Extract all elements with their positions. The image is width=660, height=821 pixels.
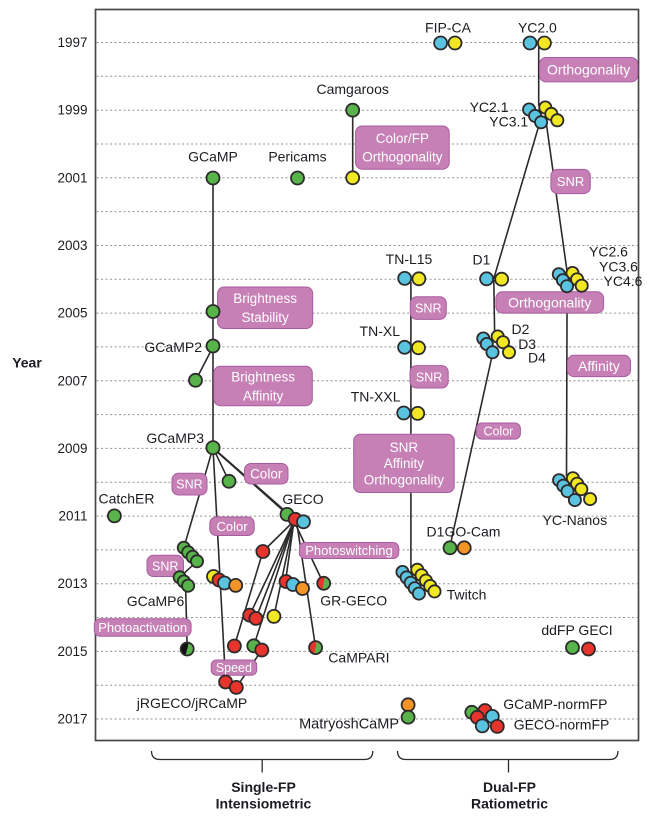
svg-text:YC4.6: YC4.6 bbox=[604, 273, 643, 289]
svg-text:Stability: Stability bbox=[241, 310, 289, 325]
svg-text:MatryoshCaMP: MatryoshCaMP bbox=[299, 717, 399, 733]
svg-text:YC3.1: YC3.1 bbox=[489, 114, 528, 130]
svg-text:Color: Color bbox=[250, 467, 283, 482]
svg-text:D4: D4 bbox=[528, 350, 546, 366]
svg-text:Orthogonality: Orthogonality bbox=[508, 295, 591, 311]
svg-text:Dual-FP: Dual-FP bbox=[483, 779, 536, 795]
svg-text:GECO-normFP: GECO-normFP bbox=[514, 717, 610, 733]
svg-text:SNR: SNR bbox=[152, 559, 178, 573]
svg-text:SNR: SNR bbox=[390, 440, 419, 455]
svg-text:Affinity: Affinity bbox=[578, 358, 620, 374]
svg-text:Ratiometric: Ratiometric bbox=[471, 796, 548, 812]
svg-text:D1: D1 bbox=[473, 252, 491, 268]
svg-text:2009: 2009 bbox=[57, 441, 87, 456]
svg-text:2005: 2005 bbox=[57, 306, 87, 321]
svg-text:Brightness: Brightness bbox=[233, 291, 297, 306]
svg-text:YC2.1: YC2.1 bbox=[470, 99, 509, 115]
svg-text:jRGECO/jRCaMP: jRGECO/jRCaMP bbox=[136, 695, 247, 711]
svg-text:Color: Color bbox=[216, 519, 248, 534]
svg-text:YC3.6: YC3.6 bbox=[599, 259, 638, 275]
svg-text:GR-GECO: GR-GECO bbox=[320, 593, 387, 609]
svg-text:2017: 2017 bbox=[57, 712, 87, 727]
svg-text:TN-XXL: TN-XXL bbox=[351, 389, 401, 405]
svg-text:Orthogonality: Orthogonality bbox=[362, 150, 443, 165]
svg-text:GCaMP: GCaMP bbox=[188, 149, 238, 165]
svg-text:Camgaroos: Camgaroos bbox=[317, 81, 389, 97]
svg-text:ddFP GECI: ddFP GECI bbox=[541, 622, 612, 638]
svg-text:Orthogonality: Orthogonality bbox=[364, 473, 445, 488]
svg-text:TN-L15: TN-L15 bbox=[386, 251, 433, 267]
svg-text:Color/FP: Color/FP bbox=[376, 131, 429, 146]
svg-text:GCaMP2: GCaMP2 bbox=[144, 339, 202, 355]
svg-text:Photoactivation: Photoactivation bbox=[98, 620, 187, 635]
svg-text:YC2.0: YC2.0 bbox=[518, 20, 557, 36]
svg-text:GECO: GECO bbox=[282, 491, 323, 507]
svg-text:Affinity: Affinity bbox=[243, 388, 284, 403]
svg-text:Year: Year bbox=[12, 355, 42, 371]
svg-text:Color: Color bbox=[483, 425, 513, 439]
svg-text:D2: D2 bbox=[512, 321, 530, 337]
svg-text:2001: 2001 bbox=[57, 170, 87, 185]
svg-text:GCaMP6: GCaMP6 bbox=[127, 593, 185, 609]
svg-text:TN-XL: TN-XL bbox=[360, 323, 401, 339]
svg-text:1999: 1999 bbox=[57, 103, 87, 118]
svg-text:CatchER: CatchER bbox=[98, 491, 154, 507]
svg-text:SNR: SNR bbox=[416, 370, 442, 384]
svg-text:FIP-CA: FIP-CA bbox=[425, 20, 472, 36]
svg-text:SNR: SNR bbox=[557, 174, 584, 189]
svg-text:SNR: SNR bbox=[415, 302, 441, 316]
svg-text:2015: 2015 bbox=[57, 644, 87, 659]
svg-text:Single-FP: Single-FP bbox=[231, 779, 296, 795]
svg-text:2013: 2013 bbox=[57, 576, 87, 591]
svg-text:GCaMP3: GCaMP3 bbox=[146, 430, 204, 446]
svg-text:2011: 2011 bbox=[58, 509, 87, 524]
svg-text:GCaMP-normFP: GCaMP-normFP bbox=[503, 696, 607, 712]
svg-text:D1GO-Cam: D1GO-Cam bbox=[427, 524, 501, 540]
svg-text:CaMPARI: CaMPARI bbox=[328, 650, 389, 666]
svg-text:YC2.6: YC2.6 bbox=[589, 244, 628, 260]
svg-text:SNR: SNR bbox=[176, 478, 202, 492]
svg-text:Affinity: Affinity bbox=[384, 456, 425, 471]
svg-text:Photoswitching: Photoswitching bbox=[305, 543, 392, 558]
svg-text:Orthogonality: Orthogonality bbox=[547, 62, 630, 78]
svg-text:1997: 1997 bbox=[57, 35, 87, 50]
svg-text:Speed: Speed bbox=[216, 661, 252, 675]
svg-text:2003: 2003 bbox=[57, 238, 87, 253]
svg-text:Pericams: Pericams bbox=[268, 149, 326, 165]
svg-text:YC-Nanos: YC-Nanos bbox=[543, 512, 608, 528]
svg-text:Intensiometric: Intensiometric bbox=[216, 796, 312, 812]
svg-text:D3: D3 bbox=[518, 336, 536, 352]
svg-text:Brightness: Brightness bbox=[231, 369, 295, 384]
svg-text:Twitch: Twitch bbox=[447, 587, 487, 603]
svg-text:2007: 2007 bbox=[57, 373, 87, 388]
